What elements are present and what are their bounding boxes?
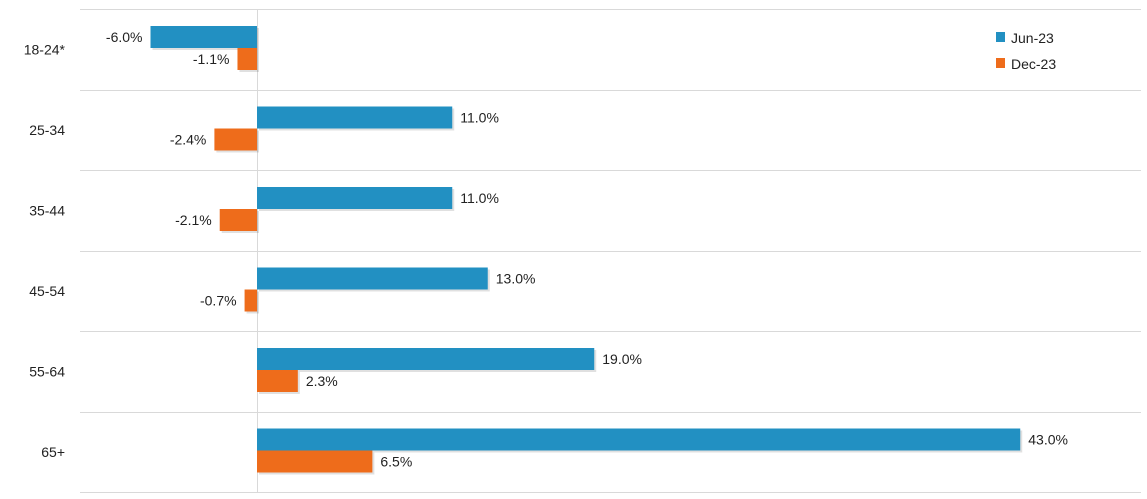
bar-jun-23-25-34 [257,106,453,129]
bar-jun-23-45-54 [257,267,488,290]
bar-dec-23-45-54 [244,289,257,312]
category-label-65: 65+ [41,444,65,460]
data-label-dec-23-65: 6.5% [380,454,412,470]
labels: 18-24* -6.0% -1.1% 25-34 11.0% -2.4% 35-44 11.0… [24,29,1068,470]
data-label-dec-23-18-24: -1.1% [193,51,230,67]
bar-dec-23-35-44 [219,209,257,231]
category-label-55-64: 55-64 [29,363,65,379]
bar-jun-23-55-64 [257,348,595,370]
category-label-18-24: 18-24* [24,41,66,57]
bar-dec-23-25-34 [214,128,257,151]
data-label-dec-23-25-34: -2.4% [170,132,207,148]
legend-swatch-dec-23 [996,58,1005,68]
data-label-jun-23-35-44: 11.0% [460,190,499,206]
category-label-25-34: 25-34 [29,122,65,138]
data-label-jun-23-45-54: 13.0% [496,271,536,287]
category-label-35-44: 35-44 [29,202,65,218]
data-label-dec-23-45-54: -0.7% [200,293,237,309]
data-label-jun-23-18-24: -6.0% [106,29,143,45]
legend: Jun-23 Dec-23 [996,30,1056,72]
bar-dec-23-55-64 [257,370,298,392]
data-label-jun-23-65: 43.0% [1028,432,1068,448]
legend-swatch-jun-23 [996,32,1005,42]
bar-jun-23-65 [257,428,1021,451]
bar-dec-23-65 [257,450,373,473]
data-label-jun-23-25-34: 11.0% [460,110,499,126]
legend-label-dec-23: Dec-23 [1011,56,1056,72]
bar-jun-23-35-44 [257,187,453,209]
bar-dec-23-18-24 [237,48,257,70]
data-label-dec-23-35-44: -2.1% [175,212,212,228]
data-label-jun-23-55-64: 19.0% [602,351,642,367]
category-label-45-54: 45-54 [29,283,65,299]
data-label-dec-23-55-64: 2.3% [306,373,338,389]
grid-lines [80,9,1141,493]
bars [150,26,1023,475]
bar-jun-23-18-24 [150,26,257,48]
legend-label-jun-23: Jun-23 [1011,30,1054,46]
